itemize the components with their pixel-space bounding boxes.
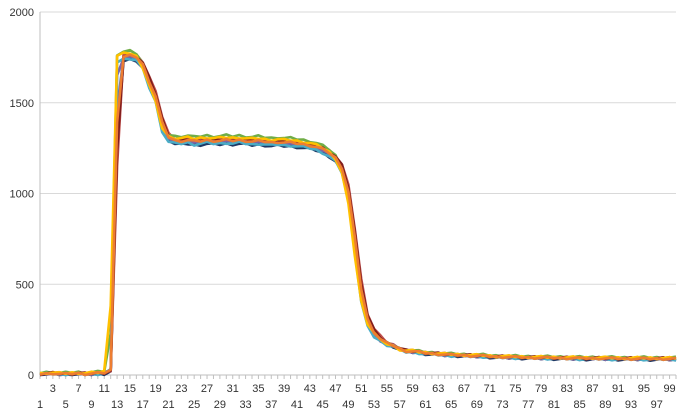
- series-line: [39, 57, 677, 377]
- x-tick-label: 45: [317, 399, 329, 411]
- x-tick-label: 11: [99, 383, 110, 395]
- x-tick-label: 25: [188, 399, 200, 411]
- x-tick-label: 93: [625, 399, 637, 411]
- x-tick-label: 67: [458, 383, 470, 395]
- x-tick-label: 27: [201, 383, 213, 395]
- x-tick-label: 77: [522, 399, 534, 411]
- x-tick-label: 49: [342, 399, 354, 411]
- x-tick-label: 29: [214, 399, 226, 411]
- x-tick-label: 41: [291, 399, 303, 411]
- x-tick-label: 43: [304, 383, 316, 395]
- x-tick-label: 31: [227, 383, 239, 395]
- x-tick-label: 47: [329, 383, 341, 395]
- series-line: [39, 56, 677, 377]
- x-tick-label: 65: [445, 399, 457, 411]
- y-tick-label: 500: [16, 279, 34, 291]
- x-tick-label: 95: [638, 383, 650, 395]
- x-tick-label: 57: [394, 399, 406, 411]
- x-tick-label: 69: [471, 399, 483, 411]
- x-tick-label: 5: [63, 399, 69, 411]
- x-tick-label: 21: [162, 399, 174, 411]
- x-tick-label: 73: [496, 399, 508, 411]
- x-tick-label: 71: [484, 383, 496, 395]
- y-tick-label: 1000: [10, 189, 34, 201]
- x-tick-label: 19: [150, 383, 162, 395]
- x-tick-label: 17: [137, 399, 149, 411]
- x-tick-label: 59: [406, 383, 418, 395]
- x-tick-label: 15: [124, 383, 136, 395]
- x-tick-label: 87: [586, 383, 598, 395]
- x-tick-labels: 3 7 11 15 19 23 27 31 35 39 43 47 51 55 59 63 67 71 75 79 83…: [37, 383, 676, 411]
- series-line: [39, 55, 677, 377]
- gridlines: [40, 11, 676, 376]
- x-tick-label: 83: [561, 383, 573, 395]
- x-tick-label: 55: [381, 383, 393, 395]
- x-tick-label: 97: [651, 399, 663, 411]
- series-line: [39, 48, 677, 376]
- x-tick-label: 13: [111, 399, 123, 411]
- x-tick-label: 85: [574, 399, 586, 411]
- series-line: [39, 51, 677, 376]
- series-line: [39, 57, 677, 377]
- x-tick-label: 9: [88, 399, 94, 411]
- x-tick-label: 37: [265, 399, 277, 411]
- x-tick-label: 53: [368, 399, 380, 411]
- x-tick-label: 33: [239, 399, 251, 411]
- x-tick-label: 3: [50, 383, 56, 395]
- y-tick-label: 0: [28, 370, 34, 382]
- series-line: [39, 53, 677, 377]
- x-tick-label: 63: [432, 383, 444, 395]
- y-tick-label: 2000: [10, 7, 34, 19]
- x-tick-label: 79: [535, 383, 547, 395]
- x-tick-label: 89: [599, 399, 611, 411]
- x-tick-label: 51: [355, 383, 367, 395]
- series-group: [39, 48, 677, 377]
- x-tick-label: 61: [419, 399, 431, 411]
- x-tick-label: 39: [278, 383, 290, 395]
- x-tick-label: 75: [509, 383, 521, 395]
- x-tick-label: 99: [663, 383, 675, 395]
- axes: [39, 12, 677, 379]
- x-tick-label: 23: [175, 383, 187, 395]
- y-tick-label: 1500: [10, 98, 34, 110]
- x-tick-label: 81: [548, 399, 560, 411]
- x-tick-label: 35: [252, 383, 264, 395]
- x-tick-label: 7: [75, 383, 81, 395]
- x-tick-label: 91: [612, 383, 624, 395]
- x-tick-label: 1: [37, 399, 43, 411]
- y-tick-labels: 0 500 1000 1500 2000: [10, 7, 34, 382]
